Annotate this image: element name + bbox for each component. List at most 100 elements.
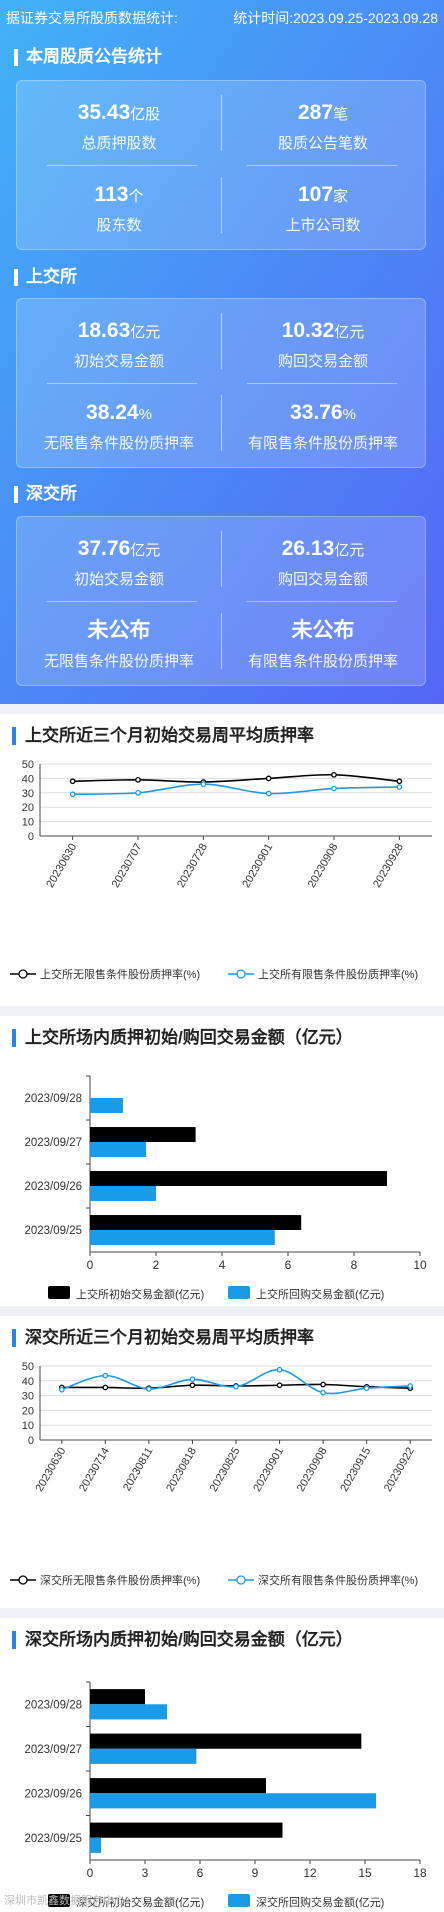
x-tick-label: 20230707 xyxy=(110,842,145,890)
y-tick-label: 40 xyxy=(22,1376,34,1388)
chart-panel-sse-rate: 上交所近三个月初始交易周平均质押率 0 10 20 30 40 50 20230630 202… xyxy=(0,714,444,1006)
stat-label: 股东数 xyxy=(96,217,142,234)
y-tick-label: 2023/09/28 xyxy=(24,1093,82,1105)
bar xyxy=(90,1793,376,1809)
stat-value: 10.32 xyxy=(281,319,335,342)
stat-label: 有限售条件股份质押率 xyxy=(247,653,398,670)
divider xyxy=(47,383,197,384)
x-tick-label: 20230811 xyxy=(121,1446,155,1494)
series-line xyxy=(61,1368,411,1395)
bar xyxy=(90,1778,266,1794)
stat-value: 33.76 xyxy=(290,401,343,424)
bar xyxy=(90,1171,387,1186)
data-point xyxy=(102,1372,109,1379)
chart-panel-szse-rate: 深交所近三个月初始交易周平均质押率 0 10 20 30 40 50 20230630 202… xyxy=(0,1316,444,1608)
stat-unit: 笔 xyxy=(333,106,349,123)
data-point xyxy=(189,1382,196,1389)
stat-unit: 家 xyxy=(333,188,349,205)
chart-panel-szse-amount: 深交所场内质押初始/购回交易金额（亿元） 0 3 6 9 12 15 18 2023/09/2… xyxy=(0,1618,444,1912)
watermark-text: 深圳市凯鑫数据服务中心 xyxy=(4,1895,125,1907)
stat-unit: % xyxy=(138,406,152,423)
weekly-stats-card: 35.43亿股 总质押股数 287笔 股质公告笔数 113个 股东数 107家 … xyxy=(16,80,426,250)
chart-title: 深交所场内质押初始/购回交易金额（亿元） xyxy=(12,1628,353,1652)
x-tick-label: 20230825 xyxy=(208,1446,243,1494)
x-tick-label: 20230922 xyxy=(382,1446,417,1494)
data-point xyxy=(363,1385,370,1392)
stat-value: 107 xyxy=(297,183,334,206)
x-tick-label: 0 xyxy=(87,1866,94,1880)
stat-szse-initial: 37.76亿元 初始交易金额 xyxy=(29,535,209,591)
chart-panel-sse-amount: 上交所场内质押初始/购回交易金额（亿元） 0 2 4 6 8 10 2023/09/28 20… xyxy=(0,1016,444,1306)
divider xyxy=(221,395,222,451)
x-tick-label: 4 xyxy=(219,1258,226,1272)
data-point xyxy=(58,1386,65,1393)
x-tick-label: 15 xyxy=(358,1866,372,1880)
stat-label: 无限售条件股份质押率 xyxy=(43,435,194,452)
legend-marker xyxy=(236,1575,246,1585)
stat-label: 购回交易金额 xyxy=(277,353,368,370)
stat-company-count: 107家 上市公司数 xyxy=(233,181,413,237)
x-tick-label: 10 xyxy=(413,1258,427,1272)
y-tick-label: 40 xyxy=(22,773,34,785)
legend-swatch xyxy=(228,1894,250,1907)
stat-label: 初始交易金额 xyxy=(73,353,164,370)
legend-marker xyxy=(236,969,246,979)
stat-label: 购回交易金额 xyxy=(277,571,368,588)
stat-value: 未公布 xyxy=(291,619,355,642)
y-tick-label: 50 xyxy=(22,1361,34,1373)
stat-label: 上市公司数 xyxy=(285,217,361,234)
legend-swatch xyxy=(228,1286,250,1299)
stat-unit: 亿元 xyxy=(334,542,365,559)
legend-label: 深交所有限售条件股份质押率(%) xyxy=(258,1573,418,1587)
stat-szse-restricted-rate: 未公布 有限售条件股份质押率 xyxy=(233,617,413,673)
y-tick-label: 10 xyxy=(22,817,34,829)
y-tick-label: 2023/09/25 xyxy=(24,1833,82,1845)
szse-stats-card: 37.76亿元 初始交易金额 26.13亿元 购回交易金额 未公布 无限售条件股… xyxy=(16,516,426,686)
x-tick-label: 6 xyxy=(285,1258,292,1272)
data-point xyxy=(276,1366,283,1373)
data-point xyxy=(69,778,76,785)
stat-unit: 亿股 xyxy=(130,106,161,123)
stat-sse-initial: 18.63亿元 初始交易金额 xyxy=(29,317,209,373)
legend-label: 上交所有限售条件股份质押率(%) xyxy=(258,967,418,981)
divider xyxy=(221,95,222,151)
bar xyxy=(90,1733,362,1749)
legend-label: 上交所无限售条件股份质押率(%) xyxy=(40,967,200,981)
data-point xyxy=(200,781,207,788)
divider xyxy=(247,383,397,384)
x-tick-label: 20230928 xyxy=(371,842,406,890)
x-tick-label: 20230818 xyxy=(164,1446,199,1494)
legend-label: 深交所初始交易金额(亿元) xyxy=(76,1895,204,1909)
bar xyxy=(90,1748,197,1764)
data-point xyxy=(135,776,141,783)
x-tick-label: 6 xyxy=(197,1866,204,1880)
x-tick-label: 20230908 xyxy=(306,842,341,890)
y-tick-label: 30 xyxy=(22,788,34,800)
summary-header: 据证券交易所股质数据统计: 统计时间:2023.09.25-2023.09.28 xyxy=(6,8,438,28)
x-tick-label: 2 xyxy=(153,1258,160,1272)
stat-label: 有限售条件股份质押率 xyxy=(247,435,398,452)
chart-title: 上交所场内质押初始/购回交易金额（亿元） xyxy=(12,1026,353,1050)
series-line xyxy=(72,783,400,796)
bar xyxy=(90,1142,147,1157)
y-tick-label: 20 xyxy=(22,1405,34,1417)
legend-label: 上交所初始交易金额(亿元) xyxy=(76,1287,204,1301)
data-point xyxy=(265,775,272,782)
data-point xyxy=(407,1383,414,1389)
data-point xyxy=(146,1386,152,1392)
x-tick-label: 20230630 xyxy=(44,842,79,890)
sse-rate-line-chart: 0 10 20 30 40 50 20230630 20230707 20230728 20230… xyxy=(10,759,432,981)
x-tick-label: 9 xyxy=(252,1866,259,1880)
stat-value: 37.76 xyxy=(77,537,131,560)
stat-total-shares: 35.43亿股 总质押股数 xyxy=(29,99,209,155)
y-tick-label: 2023/09/27 xyxy=(24,1137,82,1149)
stat-label: 初始交易金额 xyxy=(73,571,164,588)
legend-marker xyxy=(18,969,28,979)
stat-value: 26.13 xyxy=(281,537,335,560)
divider xyxy=(221,613,222,669)
y-tick-label: 20 xyxy=(22,802,34,814)
stat-unit: 亿元 xyxy=(130,324,161,341)
stat-sse-repurchase: 10.32亿元 购回交易金额 xyxy=(233,317,413,373)
summary-panel: 据证券交易所股质数据统计: 统计时间:2023.09.25-2023.09.28… xyxy=(0,0,444,704)
divider xyxy=(47,601,197,602)
